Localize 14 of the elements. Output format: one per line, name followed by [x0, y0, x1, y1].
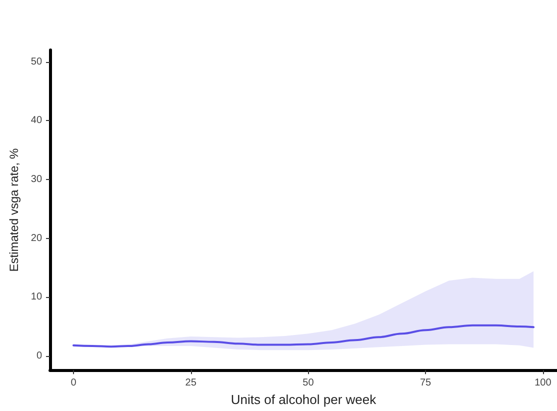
x-tick-label: 75 — [420, 378, 432, 389]
x-tick-label: 100 — [534, 378, 552, 389]
y-tick-label: 40 — [30, 115, 42, 126]
x-axis-title: Units of alcohol per week — [230, 392, 377, 407]
line-series — [72, 324, 535, 348]
y-tick-label: 20 — [30, 232, 42, 244]
y-tick-label: 50 — [30, 56, 42, 68]
y-tick-label: 10 — [30, 292, 42, 303]
x-tick-label: 0 — [70, 378, 77, 389]
y-tick-label: 0 — [36, 350, 42, 362]
y-axis-title: Estimated vsga rate, % — [7, 148, 21, 272]
x-tick-label: 25 — [185, 378, 197, 389]
y-tick-label: 30 — [30, 174, 42, 185]
x-tick-label: 50 — [302, 378, 314, 389]
